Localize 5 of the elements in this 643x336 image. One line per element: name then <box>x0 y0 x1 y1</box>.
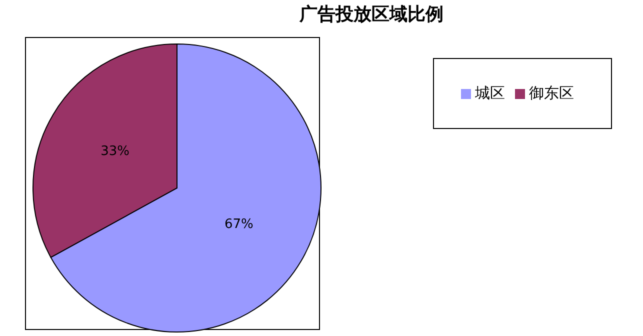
data-label: 33% <box>100 144 130 159</box>
legend-label: 城区 <box>475 84 505 102</box>
legend-label: 御东区 <box>529 84 574 102</box>
chart-title: 广告投放区域比例 <box>298 3 444 26</box>
data-label: 67% <box>224 217 254 232</box>
